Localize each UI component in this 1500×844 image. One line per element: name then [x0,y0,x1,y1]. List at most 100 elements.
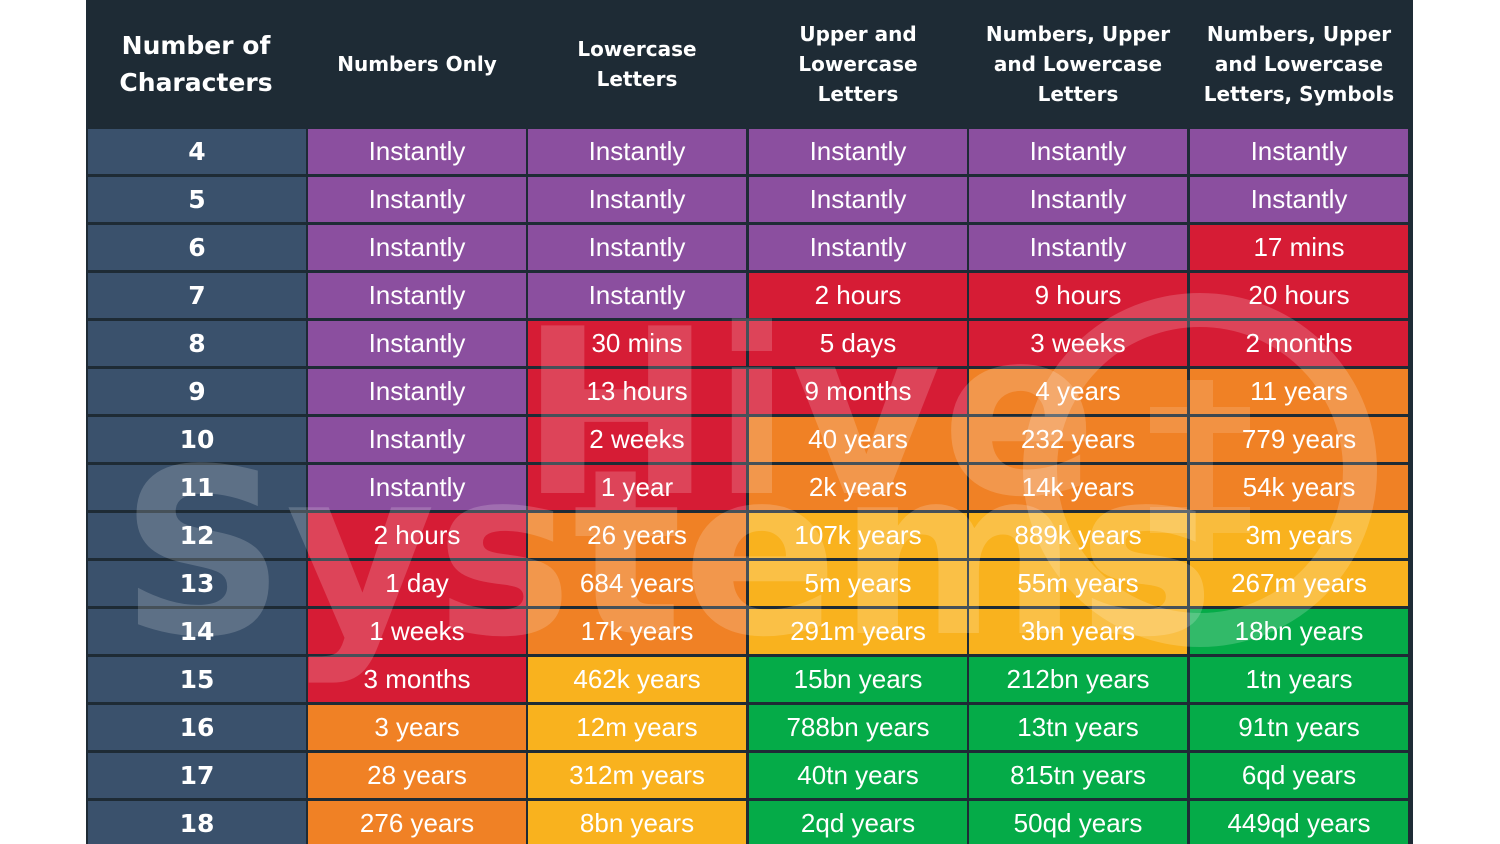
crack-time-cell: Instantly [308,129,526,174]
row-character-count: 10 [88,417,306,462]
password-table: Number of Characters Numbers Only Lowerc… [86,0,1413,844]
row-character-count: 13 [88,561,306,606]
crack-time-cell: 50qd years [969,801,1187,844]
table-header: Number of Characters Numbers Only Lowerc… [86,0,1413,127]
table-row: 6 Instantly Instantly Instantly Instantly 17 … [86,225,1413,270]
table-row: 5 Instantly Instantly Instantly Instantly Ins… [86,177,1413,222]
row-character-count: 12 [88,513,306,558]
crack-time-cell: 9 months [749,369,967,414]
crack-time-cell: 815tn years [969,753,1187,798]
crack-time-cell: 9 hours [969,273,1187,318]
crack-time-cell: Instantly [308,369,526,414]
row-character-count: 8 [88,321,306,366]
header-number-of-characters: Number of Characters [119,30,273,97]
crack-time-cell: Instantly [528,273,746,318]
crack-time-cell: 40tn years [749,753,967,798]
crack-time-cell: Instantly [749,129,967,174]
crack-time-cell: 5 days [749,321,967,366]
crack-time-cell: 1 weeks [308,609,526,654]
crack-time-cell: 2k years [749,465,967,510]
crack-time-cell: 684 years [528,561,746,606]
crack-time-cell: Instantly [1190,177,1408,222]
table-row: 16 3 years 12m years 788bn years 13tn years 9… [86,705,1413,750]
crack-time-cell: Instantly [308,177,526,222]
crack-time-cell: 4 years [969,369,1187,414]
crack-time-cell: 788bn years [749,705,967,750]
crack-time-cell: 40 years [749,417,967,462]
crack-time-cell: 5m years [749,561,967,606]
crack-time-cell: 30 mins [528,321,746,366]
row-character-count: 17 [88,753,306,798]
crack-time-cell: 312m years [528,753,746,798]
row-character-count: 18 [88,801,306,844]
crack-time-cell: 55m years [969,561,1187,606]
table-row: 4 Instantly Instantly Instantly Instantly Ins… [86,129,1413,174]
header-upper-lower: Upper and Lowercase Letters [798,21,918,106]
crack-time-cell: 15bn years [749,657,967,702]
crack-time-cell: Instantly [969,225,1187,270]
crack-time-cell: 3 years [308,705,526,750]
crack-time-cell: 3bn years [969,609,1187,654]
table-row: 8 Instantly 30 mins 5 days 3 weeks 2 months [86,321,1413,366]
crack-time-cell: Instantly [308,273,526,318]
crack-time-cell: 232 years [969,417,1187,462]
crack-time-cell: Instantly [969,129,1187,174]
crack-time-cell: 779 years [1190,417,1408,462]
crack-time-cell: 212bn years [969,657,1187,702]
crack-time-cell: 267m years [1190,561,1408,606]
header-all-with-symbols: Numbers, Upper and Lowercase Letters, Sy… [1203,21,1395,106]
crack-time-cell: 1 day [308,561,526,606]
header-numbers-upper-lower: Numbers, Upper and Lowercase Letters [985,21,1171,106]
crack-time-cell: Instantly [969,177,1187,222]
row-character-count: 9 [88,369,306,414]
row-character-count: 5 [88,177,306,222]
crack-time-cell: 91tn years [1190,705,1408,750]
row-character-count: 6 [88,225,306,270]
table-row: 7 Instantly Instantly 2 hours 9 hours 20 hour… [86,273,1413,318]
table-row: 17 28 years 312m years 40tn years 815tn year… [86,753,1413,798]
row-character-count: 15 [88,657,306,702]
crack-time-cell: Instantly [308,417,526,462]
crack-time-cell: 14k years [969,465,1187,510]
crack-time-cell: Instantly [528,225,746,270]
crack-time-cell: 6qd years [1190,753,1408,798]
crack-time-cell: 1 year [528,465,746,510]
crack-time-cell: 462k years [528,657,746,702]
crack-time-cell: 11 years [1190,369,1408,414]
table-row: 15 3 months 462k years 15bn years 212bn year… [86,657,1413,702]
table-row: 9 Instantly 13 hours 9 months 4 years 11 year… [86,369,1413,414]
crack-time-cell: 2 weeks [528,417,746,462]
row-character-count: 16 [88,705,306,750]
table-row: 18 276 years 8bn years 2qd years 50qd years 4… [86,801,1413,844]
crack-time-cell: 2 months [1190,321,1408,366]
crack-time-cell: 26 years [528,513,746,558]
crack-time-cell: Instantly [308,321,526,366]
crack-time-cell: 17k years [528,609,746,654]
crack-time-cell: Instantly [1190,129,1408,174]
row-character-count: 14 [88,609,306,654]
row-character-count: 4 [88,129,306,174]
crack-time-cell: Instantly [308,465,526,510]
crack-time-cell: 20 hours [1190,273,1408,318]
header-numbers-only: Numbers Only [337,51,497,76]
row-character-count: 11 [88,465,306,510]
table-row: 13 1 day 684 years 5m years 55m years 267m ye… [86,561,1413,606]
crack-time-cell: 28 years [308,753,526,798]
crack-time-cell: 54k years [1190,465,1408,510]
crack-time-cell: 3m years [1190,513,1408,558]
crack-time-cell: 13 hours [528,369,746,414]
crack-time-cell: 2 hours [749,273,967,318]
crack-time-cell: 2qd years [749,801,967,844]
table-row: 12 2 hours 26 years 107k years 889k years 3m … [86,513,1413,558]
crack-time-cell: 8bn years [528,801,746,844]
crack-time-cell: 449qd years [1190,801,1408,844]
crack-time-cell: 18bn years [1190,609,1408,654]
crack-time-cell: 3 months [308,657,526,702]
crack-time-cell: 291m years [749,609,967,654]
crack-time-cell: Instantly [528,129,746,174]
crack-time-cell: 3 weeks [969,321,1187,366]
crack-time-cell: 12m years [528,705,746,750]
row-character-count: 7 [88,273,306,318]
crack-time-cell: 889k years [969,513,1187,558]
crack-time-cell: 13tn years [969,705,1187,750]
